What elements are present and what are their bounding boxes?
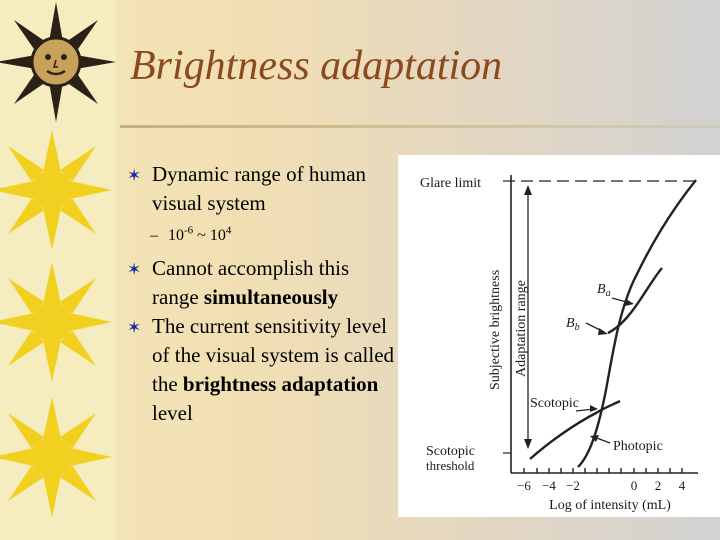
star-bullet-icon: ✶ bbox=[127, 166, 142, 185]
threshold-label: threshold bbox=[426, 458, 475, 473]
bullet-bold-text: simultaneously bbox=[203, 285, 339, 309]
range-arrow-down bbox=[524, 439, 532, 449]
x-tick-label: −6 bbox=[517, 478, 531, 493]
scotopic-label: Scotopic bbox=[530, 396, 579, 411]
bullet-simultaneous: ✶ Cannot accomplish this range simultane… bbox=[125, 254, 395, 312]
bullet-dynamic-range: ✶ Dynamic range of human visual system bbox=[125, 160, 395, 218]
title-underline bbox=[120, 125, 720, 128]
sun-icon bbox=[0, 130, 112, 250]
sun-icon bbox=[0, 397, 112, 517]
bb-label: Bb bbox=[566, 316, 580, 333]
decorative-sun-strip bbox=[0, 0, 116, 540]
x-axis-label: Log of intensity (mL) bbox=[549, 498, 671, 513]
star-bullet-icon: ✶ bbox=[127, 260, 142, 279]
star-bullet-icon: ✶ bbox=[127, 318, 142, 337]
figure-diagram: Glare limit Subjective brightness Adapta… bbox=[420, 175, 698, 513]
sun-face-icon bbox=[0, 2, 116, 122]
range-arrow-up bbox=[524, 185, 532, 195]
slide-title: Brightness adaptation bbox=[130, 43, 503, 89]
adaptation-range-label: Adaptation range bbox=[514, 280, 529, 377]
bullet-bold-text: brightness adaptation bbox=[182, 372, 379, 396]
bullet-text: Cannot accomplish this range bbox=[152, 256, 350, 309]
adaptation-figure: Glare limit Subjective brightness Adapta… bbox=[398, 155, 720, 517]
range-separator: ~ bbox=[193, 227, 210, 244]
range-exp-high: 4 bbox=[225, 224, 232, 237]
scotopic-threshold-label: Scotopic bbox=[426, 444, 475, 459]
range-base-low: 10 bbox=[168, 227, 184, 244]
x-tick-label: −2 bbox=[566, 478, 580, 493]
bullet-text: Dynamic range of human visual system bbox=[152, 162, 367, 215]
sun-icon bbox=[0, 262, 112, 382]
photopic-curve bbox=[577, 179, 697, 468]
scotopic-curve bbox=[529, 399, 621, 460]
x-tick-label: −4 bbox=[542, 478, 556, 493]
x-tick-label: 2 bbox=[655, 478, 662, 493]
range-base-high: 10 bbox=[209, 227, 226, 244]
subjective-brightness-label: Subjective brightness bbox=[488, 270, 503, 390]
adaptation-curve bbox=[607, 267, 663, 335]
bullet-list: ✶ Dynamic range of human visual system –… bbox=[125, 160, 395, 428]
x-tick-label: 4 bbox=[679, 478, 686, 493]
range-exp-low: -6 bbox=[184, 224, 194, 237]
dash-bullet: – bbox=[150, 227, 158, 244]
x-tick-marks bbox=[523, 468, 683, 473]
ba-label: Ba bbox=[597, 282, 611, 299]
bullet-tail-text: level bbox=[152, 401, 193, 425]
bullet-text: The current sensitivity level of the vis… bbox=[152, 314, 395, 396]
glare-limit-label: Glare limit bbox=[420, 176, 481, 191]
bullet-adaptation-level: ✶ The current sensitivity level of the v… bbox=[125, 312, 395, 428]
x-tick-label: 0 bbox=[631, 478, 638, 493]
subbullet-range: – 10-6 ~ 104 bbox=[125, 224, 395, 248]
photopic-label: Photopic bbox=[613, 439, 663, 454]
x-tick-labels: −6 −4 −2 0 2 4 bbox=[517, 478, 686, 493]
